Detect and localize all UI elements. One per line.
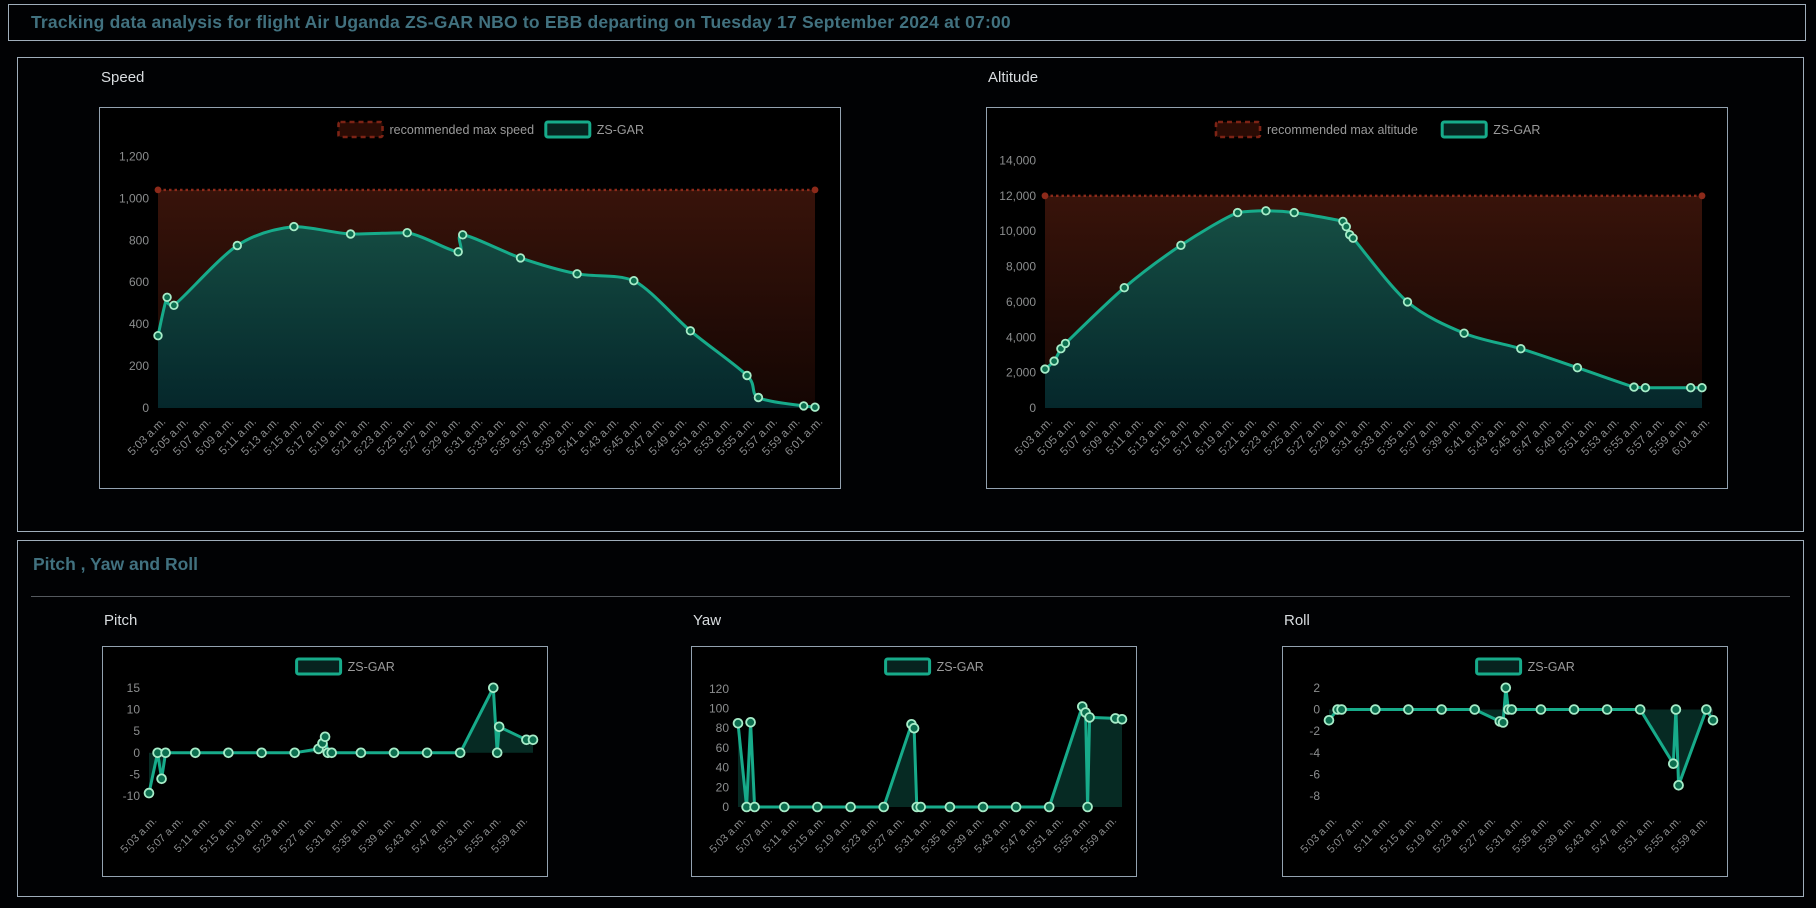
data-point-markers bbox=[732, 701, 1128, 813]
roll-chart-canvas[interactable]: -8 -6 -4 -2 0 2 5:03 a.m.5:07 a.m.5:11 a.m.5:1… bbox=[1283, 647, 1727, 876]
page-title: Tracking data analysis for flight Air Ug… bbox=[31, 12, 1011, 32]
max-line-end-dot bbox=[811, 186, 819, 194]
chart-legend: recommended max speed ZS-GAR bbox=[337, 120, 644, 139]
y-axis-labels: -8 -6 -4 -2 0 2 bbox=[1309, 681, 1320, 803]
chart-legend: ZS-GAR bbox=[1475, 657, 1575, 676]
y-axis-labels: 0 200 400 600 800 1,000 1,200 bbox=[119, 149, 149, 415]
pitch-chart-canvas[interactable]: -10 -5 0 5 10 15 5:03 a.m.5:07 a.m.5:11 a.m.5:… bbox=[103, 647, 547, 876]
svg-text:-8: -8 bbox=[1309, 789, 1320, 803]
svg-text:4,000: 4,000 bbox=[1006, 330, 1036, 344]
app-title-bar: Tracking data analysis for flight Air Ug… bbox=[8, 4, 1806, 41]
data-point-markers bbox=[143, 682, 539, 799]
legend-item-zs-gar[interactable]: ZS-GAR bbox=[544, 120, 644, 139]
roll-chart-title: Roll bbox=[1284, 612, 1310, 629]
svg-text:1,000: 1,000 bbox=[119, 191, 149, 205]
section-divider bbox=[31, 596, 1790, 597]
legend-item-zs-gar[interactable]: ZS-GAR bbox=[884, 657, 984, 676]
svg-text:0: 0 bbox=[142, 401, 149, 415]
legend-item-max-line[interactable]: recommended max altitude bbox=[1214, 120, 1418, 139]
svg-text:400: 400 bbox=[129, 317, 149, 331]
altitude-chart-title: Altitude bbox=[988, 69, 1039, 86]
svg-text:600: 600 bbox=[129, 275, 149, 289]
x-axis-labels: 5:03 a.m.5:07 a.m.5:11 a.m.5:15 a.m.5:19… bbox=[118, 815, 530, 856]
svg-text:120: 120 bbox=[709, 682, 729, 696]
svg-text:ZS-GAR: ZS-GAR bbox=[1493, 123, 1540, 137]
x-axis-labels: 5:03 a.m.5:05 a.m.5:07 a.m.5:09 a.m.5:11… bbox=[1013, 416, 1712, 458]
svg-text:200: 200 bbox=[129, 359, 149, 373]
yaw-chart-title: Yaw bbox=[693, 612, 722, 629]
svg-text:ZS-GAR: ZS-GAR bbox=[1528, 660, 1575, 674]
svg-text:1,200: 1,200 bbox=[119, 149, 149, 163]
svg-text:60: 60 bbox=[716, 741, 730, 755]
svg-text:40: 40 bbox=[716, 761, 730, 775]
svg-text:12,000: 12,000 bbox=[999, 189, 1036, 203]
data-point-markers bbox=[1323, 682, 1719, 791]
svg-text:recommended max speed: recommended max speed bbox=[390, 123, 535, 137]
svg-text:2: 2 bbox=[1313, 681, 1320, 695]
svg-text:15: 15 bbox=[127, 681, 141, 695]
chart-legend: recommended max altitude ZS-GAR bbox=[1214, 120, 1540, 139]
series-line bbox=[1327, 686, 1715, 787]
svg-text:8,000: 8,000 bbox=[1006, 260, 1036, 274]
max-line-start-dot bbox=[1041, 192, 1049, 200]
pitch-chart-title: Pitch bbox=[104, 612, 138, 629]
chart-legend: ZS-GAR bbox=[884, 657, 984, 676]
svg-text:ZS-GAR: ZS-GAR bbox=[348, 660, 395, 674]
max-line-end-dot bbox=[1698, 192, 1706, 200]
svg-text:5: 5 bbox=[133, 724, 140, 738]
series-area bbox=[149, 687, 533, 794]
x-axis-labels: 5:03 a.m.5:07 a.m.5:11 a.m.5:15 a.m.5:19… bbox=[707, 815, 1119, 856]
svg-text:800: 800 bbox=[129, 233, 149, 247]
svg-text:-10: -10 bbox=[123, 789, 141, 803]
speed-chart-canvas[interactable]: 0 200 400 600 800 1,000 1,200 5:03 a.m.5:05 a.m… bbox=[100, 108, 840, 488]
pitch-chart-box: -10 -5 0 5 10 15 5:03 a.m. 5:07 a.m. 5:11 a.m. 5:… bbox=[102, 646, 548, 877]
max-line-start-dot bbox=[154, 186, 162, 194]
series-area bbox=[158, 226, 815, 408]
roll-chart-box: -8 -6 -4 -2 0 2 5:03 a.m. 5:07 a.m. 5:11 a.m. 5:1… bbox=[1282, 646, 1728, 877]
svg-text:80: 80 bbox=[716, 721, 730, 735]
speed-chart-box: 0 200 400 600 800 1,000 1,200 5:03 a.m. 5:05 a.m… bbox=[99, 107, 841, 489]
svg-text:-5: -5 bbox=[129, 768, 140, 782]
legend-item-max-line[interactable]: recommended max speed bbox=[337, 120, 535, 139]
altitude-chart-box: 0 2,000 4,000 6,000 8,000 10,000 12,000 14,000 5… bbox=[986, 107, 1728, 489]
svg-text:100: 100 bbox=[709, 702, 729, 716]
svg-text:recommended max altitude: recommended max altitude bbox=[1267, 123, 1418, 137]
y-axis-labels: -10 -5 0 5 10 15 bbox=[123, 681, 141, 803]
speed-chart-title: Speed bbox=[101, 69, 145, 86]
data-point-markers bbox=[153, 221, 820, 412]
svg-text:-6: -6 bbox=[1309, 768, 1320, 782]
pitch-yaw-roll-section-title: Pitch , Yaw and Roll bbox=[33, 554, 198, 574]
x-axis-labels: 5:03 a.m.5:07 a.m.5:11 a.m.5:15 a.m.5:19… bbox=[1298, 815, 1710, 856]
svg-text:10,000: 10,000 bbox=[999, 224, 1036, 238]
y-axis-labels: 0 20 40 60 80 100 120 bbox=[709, 682, 729, 814]
series-area bbox=[1045, 210, 1702, 408]
svg-text:0: 0 bbox=[1313, 703, 1320, 717]
svg-text:6,000: 6,000 bbox=[1006, 295, 1036, 309]
svg-text:0: 0 bbox=[1029, 401, 1036, 415]
svg-text:0: 0 bbox=[133, 746, 140, 760]
legend-item-zs-gar[interactable]: ZS-GAR bbox=[1440, 120, 1540, 139]
yaw-chart-canvas[interactable]: 0 20 40 60 80 100 120 5:03 a.m.5:07 a.m.5:11 a.… bbox=[692, 647, 1136, 876]
svg-text:2,000: 2,000 bbox=[1006, 366, 1036, 380]
x-axis-labels: 5:03 a.m.5:05 a.m.5:07 a.m.5:09 a.m.5:11… bbox=[126, 416, 825, 458]
legend-item-zs-gar[interactable]: ZS-GAR bbox=[1475, 657, 1575, 676]
legend-item-zs-gar[interactable]: ZS-GAR bbox=[295, 657, 395, 676]
svg-text:-4: -4 bbox=[1309, 746, 1320, 760]
svg-text:20: 20 bbox=[716, 780, 730, 794]
chart-legend: ZS-GAR bbox=[295, 657, 395, 676]
svg-text:ZS-GAR: ZS-GAR bbox=[597, 123, 644, 137]
svg-text:0: 0 bbox=[722, 800, 729, 814]
data-point-markers bbox=[1040, 206, 1707, 393]
flight-charts-section: Speed 0 200 400 600 800 1,000 1,200 5:03 a.m. 5:… bbox=[17, 57, 1804, 532]
pitch-yaw-roll-section: Pitch , Yaw and Roll Pitch -10 -5 0 5 10 15 5:… bbox=[17, 540, 1804, 897]
svg-text:ZS-GAR: ZS-GAR bbox=[937, 660, 984, 674]
svg-text:-2: -2 bbox=[1309, 724, 1320, 738]
svg-text:14,000: 14,000 bbox=[999, 153, 1036, 167]
yaw-chart-box: 0 20 40 60 80 100 120 5:03 a.m. 5:07 a.m. 5:11 a.… bbox=[691, 646, 1137, 877]
altitude-chart-canvas[interactable]: 0 2,000 4,000 6,000 8,000 10,000 12,000 14,000 5… bbox=[987, 108, 1727, 488]
y-axis-labels: 0 2,000 4,000 6,000 8,000 10,000 12,000 14,000 bbox=[999, 153, 1036, 415]
svg-text:10: 10 bbox=[127, 703, 141, 717]
